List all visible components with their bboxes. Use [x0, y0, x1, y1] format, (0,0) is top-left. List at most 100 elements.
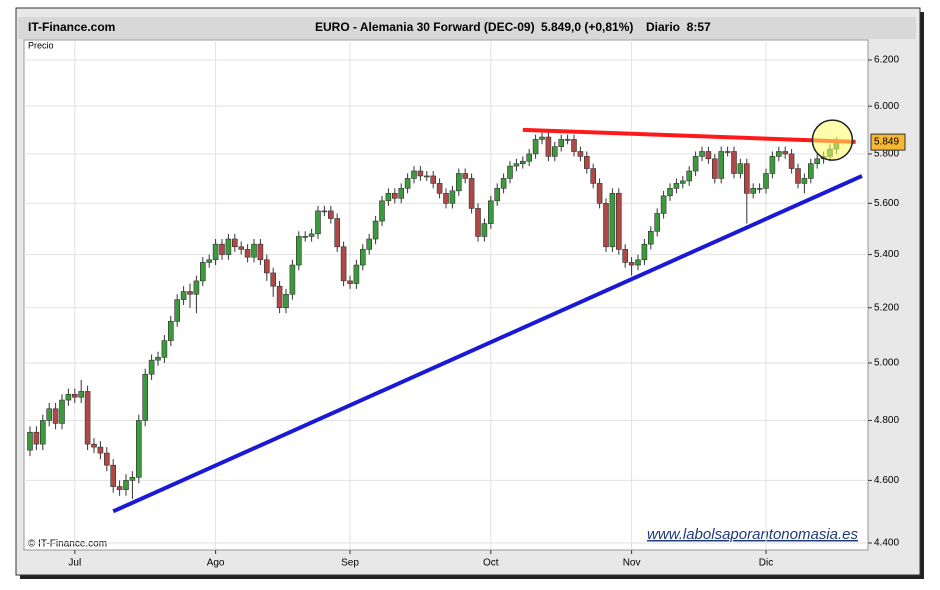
candle-body	[667, 188, 673, 197]
candle-body	[244, 249, 251, 258]
candle-body	[283, 293, 289, 309]
candle-body	[558, 139, 565, 147]
candle-body	[718, 151, 725, 179]
candle-body	[500, 178, 507, 189]
candle-body	[635, 259, 641, 266]
candle-body	[519, 160, 526, 164]
candle-body	[807, 163, 814, 179]
candle-body	[628, 262, 635, 266]
chart-title: EURO - Alemania 30 Forward (DEC-09)	[315, 20, 535, 34]
candle-body	[660, 195, 667, 214]
candle-body	[161, 340, 168, 358]
x-tick-label: Ago	[207, 558, 225, 569]
candle-body	[334, 218, 341, 248]
trend-line	[112, 174, 863, 514]
candle-body	[97, 446, 104, 454]
candle-body	[417, 170, 424, 177]
candle-body	[724, 151, 731, 153]
quote: 5.849,0 (+0,81%)	[541, 20, 633, 34]
candle-body	[398, 188, 405, 199]
candle-body	[769, 156, 776, 174]
candle-body	[551, 146, 558, 157]
candle-body	[347, 280, 353, 284]
candle-body	[206, 259, 212, 263]
candle-body	[449, 190, 456, 204]
y-tick-label: 5.600	[874, 198, 899, 209]
candle-body	[686, 170, 693, 182]
candle-body	[411, 170, 417, 179]
candle-body	[366, 238, 373, 250]
x-tick-label: Sep	[341, 558, 359, 569]
candle-body	[193, 280, 200, 295]
candle-body	[225, 238, 232, 255]
candle-body	[251, 243, 257, 258]
candle-body	[775, 151, 782, 157]
y-tick-label: 5.000	[874, 358, 899, 369]
plot-area	[23, 39, 869, 551]
candle-body	[212, 243, 219, 261]
candle-body	[494, 188, 501, 202]
candle-body	[340, 246, 347, 282]
footer: © IT-Finance.com	[28, 539, 107, 550]
candle-body	[232, 238, 238, 248]
panel-label: Precio	[28, 40, 54, 50]
y-tick-label: 6.000	[874, 101, 899, 112]
candle-body	[372, 220, 379, 240]
candle-body	[308, 233, 315, 237]
candle-body	[174, 299, 180, 322]
candle-body	[91, 443, 97, 448]
candle-body	[526, 153, 533, 162]
candle-body	[507, 165, 513, 179]
candle-body	[564, 139, 571, 141]
candle-body	[270, 272, 277, 287]
candle-body	[577, 151, 584, 157]
candle-body	[756, 188, 763, 190]
candle-body	[513, 163, 520, 167]
candle-body	[295, 236, 302, 266]
candle-body	[539, 136, 545, 140]
candle-body	[187, 291, 193, 295]
y-tick-label: 5.800	[874, 149, 899, 160]
candle-body	[443, 193, 449, 204]
candle-body	[731, 151, 737, 174]
candle-body	[59, 399, 65, 424]
candle-body	[743, 163, 750, 194]
candle-body	[763, 173, 769, 189]
candle-body	[571, 139, 577, 152]
candle-body	[39, 420, 46, 445]
candle-body	[711, 158, 718, 179]
candle-body	[321, 210, 328, 213]
candle-body	[84, 391, 91, 445]
candle-body	[379, 200, 385, 222]
candle-body	[603, 203, 609, 248]
last-price-tag	[870, 133, 906, 151]
candle-body	[622, 249, 629, 263]
y-tick-label: 6.200	[874, 55, 899, 66]
y-tick-label: 4.600	[874, 475, 899, 486]
candle-body	[148, 359, 155, 375]
candle-body	[123, 480, 129, 490]
candle-body	[590, 168, 597, 184]
candle-body	[532, 139, 539, 155]
candle-body	[72, 393, 78, 398]
candle-body	[814, 158, 821, 164]
candle-body	[129, 477, 136, 481]
site-name: IT-Finance.com	[28, 20, 115, 34]
candle-body	[302, 236, 309, 238]
candle-body	[200, 262, 206, 282]
candle-body	[782, 151, 789, 155]
candle-body	[647, 230, 654, 245]
candle-body	[257, 243, 264, 261]
candle-body	[596, 183, 603, 204]
candle-body	[481, 223, 488, 237]
candle-body	[353, 264, 360, 284]
candle-body	[801, 178, 808, 184]
candle-body	[263, 259, 270, 274]
y-tick-label: 5.400	[874, 249, 899, 260]
candle-body	[238, 246, 244, 250]
candle-body	[468, 178, 475, 209]
candle-body	[110, 464, 116, 487]
candle-body	[430, 175, 437, 184]
candle-body	[615, 193, 622, 250]
